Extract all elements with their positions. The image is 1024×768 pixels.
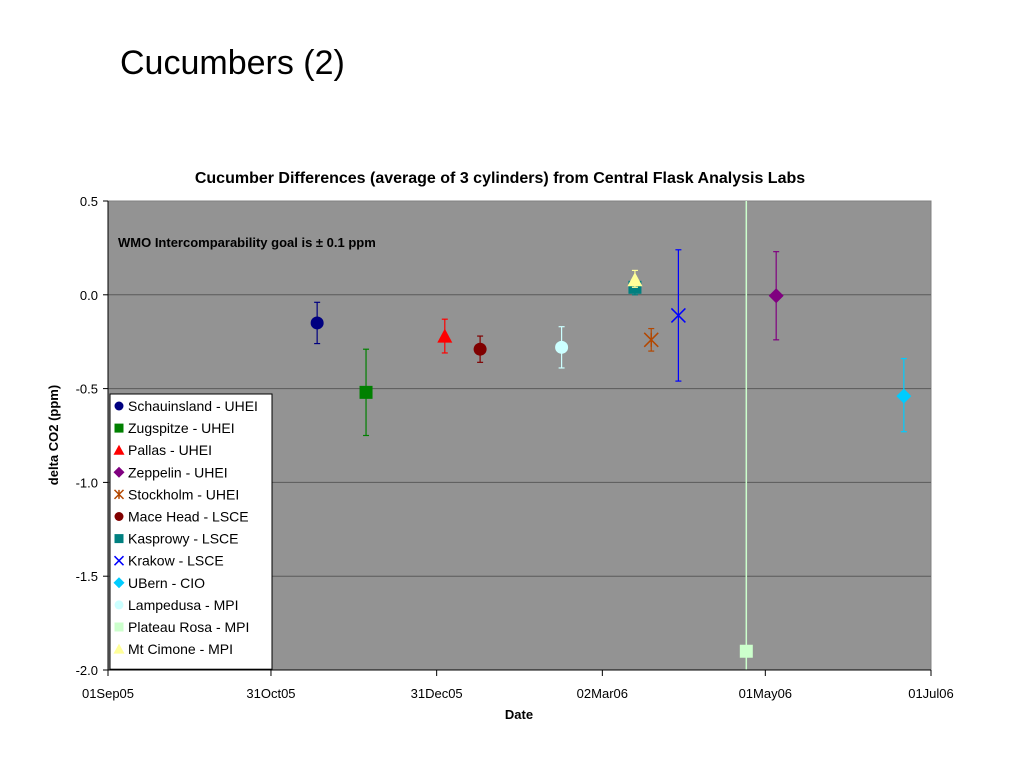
series-9: [555, 326, 569, 369]
x-tick-label-3: 02Mar06: [577, 686, 628, 701]
series-8: [896, 357, 912, 433]
series-2: [437, 318, 453, 354]
legend-marker-9: [114, 600, 124, 610]
point-9: [555, 340, 569, 354]
series-0: [310, 301, 324, 345]
point-5: [473, 342, 487, 356]
legend-marker-10: [114, 622, 124, 632]
legend-label-4: Stockholm - UHEI: [128, 486, 239, 502]
legend-marker-3: [113, 466, 125, 478]
legend-marker-7: [113, 555, 125, 566]
x-tick-label-1: 31Oct05: [246, 686, 295, 701]
x-axis-title: Date: [505, 707, 533, 722]
legend-marker-1: [114, 423, 124, 433]
series-5: [473, 335, 487, 363]
point-1: [359, 385, 373, 399]
x-tick-label-2: 31Dec05: [411, 686, 463, 701]
y-tick-label-5: -2.0: [76, 663, 98, 678]
legend-label-9: Lampedusa - MPI: [128, 597, 239, 613]
legend-label-0: Schauinsland - UHEI: [128, 398, 258, 414]
point-2: [437, 328, 453, 343]
legend-label-8: UBern - CIO: [128, 575, 205, 591]
series-4: [643, 327, 659, 352]
legend-marker-11: [113, 643, 125, 654]
legend-label-3: Zeppelin - UHEI: [128, 464, 228, 480]
chart-title: Cucumber Differences (average of 3 cylin…: [195, 170, 805, 187]
legend-label-10: Plateau Rosa - MPI: [128, 619, 249, 635]
legend-marker-8: [113, 577, 125, 589]
y-tick-label-1: 0.0: [80, 288, 98, 303]
legend-label-6: Kasprowy - LSCE: [128, 531, 238, 547]
y-tick-label-3: -1.0: [76, 475, 98, 490]
data-points: [310, 249, 912, 658]
legend-marker-4: [113, 489, 125, 500]
y-axis-title: delta CO2 (ppm): [46, 385, 61, 485]
y-tick-label-2: -0.5: [76, 382, 98, 397]
series-11: [627, 269, 643, 288]
series-3: [768, 251, 784, 341]
slide-title: Cucumbers (2): [120, 44, 345, 82]
series-7: [670, 249, 686, 382]
x-tick-label-4: 01May06: [739, 686, 792, 701]
legend-marker-0: [114, 401, 124, 411]
x-tick-label-0: 01Sep05: [82, 686, 134, 701]
series-10: [739, 644, 753, 658]
legend-label-7: Krakow - LSCE: [128, 553, 224, 569]
point-3: [768, 288, 784, 304]
series-1: [359, 348, 373, 437]
point-4: [643, 332, 659, 348]
x-tick-label-5: 01Jul06: [908, 686, 954, 701]
legend-label-11: Mt Cimone - MPI: [128, 641, 233, 657]
legend: Schauinsland - UHEI Zugspitze - UHEI Palla…: [109, 393, 273, 670]
point-10: [739, 644, 753, 658]
point-0: [310, 316, 324, 330]
legend-label-5: Mace Head - LSCE: [128, 509, 249, 525]
y-tick-label-4: -1.5: [76, 569, 98, 584]
axes: 0.5 0.0 -0.5 -1.0 -1.5 -2.0 01Sep05 31Oct05 31De…: [76, 194, 954, 701]
legend-box: [109, 393, 273, 670]
legend-label-1: Zugspitze - UHEI: [128, 420, 235, 436]
point-11: [627, 272, 643, 287]
point-8: [896, 388, 912, 404]
legend-marker-2: [113, 444, 125, 455]
legend-marker-6: [114, 534, 124, 544]
legend-marker-5: [114, 512, 124, 521]
wmo-goal-annotation: WMO Intercomparability goal is ± 0.1 ppm: [118, 235, 376, 250]
y-tick-label-0: 0.5: [80, 194, 98, 209]
legend-label-2: Pallas - UHEI: [128, 442, 212, 458]
point-7: [670, 307, 686, 323]
